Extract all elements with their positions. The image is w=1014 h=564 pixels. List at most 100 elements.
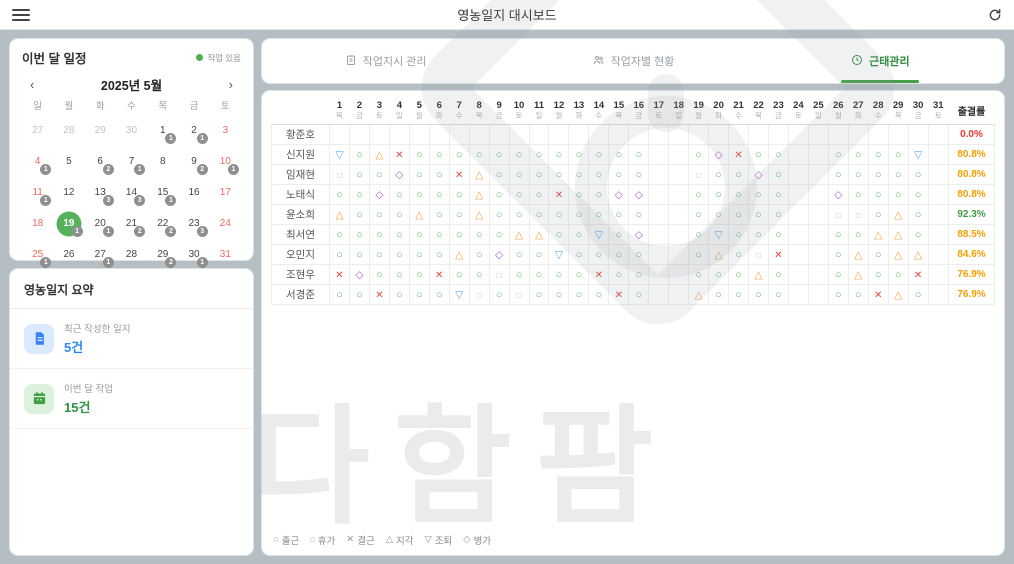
calendar-day[interactable]: 28 [53,115,84,146]
attendance-symbol-o: ○ [775,149,782,161]
calendar-day[interactable]: 19 1 [53,208,84,239]
attendance-symbol-o: ○ [894,269,902,281]
tab-attendance[interactable]: 근태관리 [757,39,1004,83]
calendar-day[interactable]: 16 [178,177,209,208]
prev-month-button[interactable]: ‹ [30,77,35,92]
calendar-day[interactable]: 21 2 [116,208,147,239]
calendar-title: 이번 달 일정 [22,52,87,66]
day-header-cell: 24 토 [788,98,809,125]
attendance-cell [668,263,690,285]
calendar-day[interactable]: 22 2 [147,208,178,239]
calendar-day[interactable]: 13 3 [85,177,116,208]
attendance-symbol-x: ✕ [913,270,923,281]
calendar-day[interactable]: 26 [53,239,84,270]
tab-worker-status[interactable]: 작업자별 현황 [509,39,756,83]
attendance-symbol-o: ○ [894,149,902,161]
attendance-cell: □ [847,203,869,225]
day-weekday: 화 [715,111,723,121]
day-number: 22 [753,100,764,112]
day-number: 11 [533,100,545,112]
calendar-day[interactable]: 29 [85,115,116,146]
attendance-cell: ○ [748,283,769,305]
calendar-day[interactable]: 24 [210,208,241,239]
attendance-symbol-o: ○ [495,169,503,181]
calendar-day[interactable]: 14 3 [116,177,147,208]
calendar-day[interactable]: 12 [53,177,84,208]
attendance-symbol-x: ✕ [375,290,384,301]
attendance-symbol-o: ○ [535,189,543,201]
legend-item-d: ◇ 병가 [463,533,491,547]
calendar-day[interactable]: 27 1 [85,239,116,270]
calendar-day[interactable]: 28 [116,239,147,270]
legend-symbol-q: □ [310,535,315,545]
calendar-day[interactable]: 29 2 [147,239,178,270]
tab-work-orders[interactable]: 작업지시 관리 [262,39,509,83]
attendance-cell: △ [468,203,490,225]
attendance-cell: ○ [388,283,410,305]
tab-label: 작업자별 현황 [610,56,675,68]
day-header-cell: 28 수 [868,98,889,125]
worker-name: 최서연 [271,223,330,245]
attendance-symbol-a: △ [874,229,883,241]
calendar-day[interactable]: 31 [210,239,241,270]
attendance-cell: □ [468,283,490,305]
attendance-symbol-o: ○ [595,289,603,301]
calendar-day-number: 3 [222,125,229,136]
attendance-symbol-o: ○ [854,149,862,161]
attendance-cell: ○ [408,263,430,285]
attendance-cell: ○ [468,243,490,265]
attendance-symbol-o: ○ [535,149,543,161]
attendance-symbol-o: ○ [356,289,363,301]
refresh-icon[interactable] [988,8,1002,22]
calendar-day[interactable]: 17 [210,177,241,208]
calendar-day[interactable]: 27 [22,115,53,146]
calendar-day-number: 14 [125,187,138,198]
attendance-cell: ○ [348,143,370,165]
legend-item-o: ○ 출근 [273,533,299,547]
summary-list: 최근 작성한 일지 5건 이번 달 작업 15건 [10,309,253,429]
legend-symbol-a: △ [385,534,394,546]
attendance-symbol-o: ○ [914,169,922,181]
day-number: 6 [436,100,442,112]
attendance-symbol-o: ○ [834,169,842,181]
next-month-button[interactable]: › [228,77,233,92]
calendar-day[interactable]: 10 1 [210,146,241,177]
summary-item-text: 최근 작성한 일지 5건 [64,321,130,356]
calendar-day[interactable]: 18 [22,208,53,239]
attendance-cell: ○ [368,203,390,225]
calendar-day[interactable]: 11 1 [22,177,53,208]
day-header-cell: 17 토 [648,98,669,125]
attendance-cell: ○ [887,143,909,165]
calendar-day[interactable]: 23 3 [178,208,209,239]
calendar-day[interactable]: 15 1 [147,177,178,208]
calendar-day[interactable]: 20 1 [85,208,116,239]
calendar-day[interactable]: 25 1 [22,239,53,270]
calendar-day[interactable]: 30 [116,115,147,146]
calendar-day[interactable]: 8 [147,146,178,177]
attendance-symbol-o: ○ [435,149,443,161]
attendance-symbol-o: ○ [435,189,443,201]
calendar-day[interactable]: 5 [53,146,84,177]
attendance-symbol-o: ○ [715,189,722,201]
attendance-cell: ○ [608,223,630,245]
day-number: 26 [833,100,844,112]
calendar-day[interactable]: 30 1 [178,239,209,270]
menu-icon[interactable] [12,8,30,21]
attendance-row: 오민지 ○ ○ ○ ○ ○ ○ △ ○ ◇ ○ ○ ▽ ○ ○ ○ ○ ○ △ ○ □ ✕ ○ △ ○ △ △ 84.6% [271,243,995,265]
attendance-cell: △ [887,243,909,265]
calendar-day[interactable]: 3 [210,115,241,146]
calendar-icon [24,383,54,414]
legend-symbol-v: ▽ [424,534,432,546]
attendance-cell: ○ [508,263,530,285]
attendance-symbol-o: ○ [575,269,583,281]
day-weekday: 토 [515,111,523,121]
attendance-symbol-q: □ [476,291,482,300]
